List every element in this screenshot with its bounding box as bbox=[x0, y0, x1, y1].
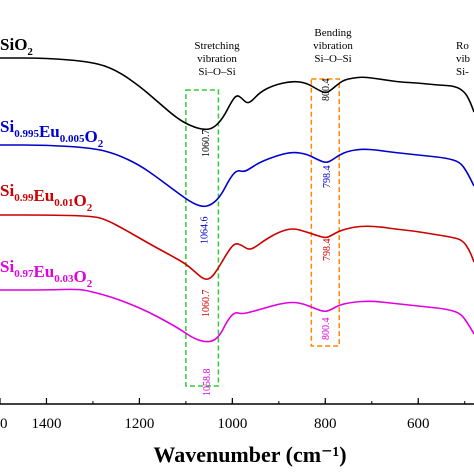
region-box-1 bbox=[310, 78, 340, 347]
series-line-2 bbox=[0, 214, 474, 280]
x-tick-label-0: 0 bbox=[0, 416, 8, 432]
region-boxes bbox=[185, 78, 340, 387]
x-tick-label-4: 800 bbox=[314, 416, 337, 432]
spectra-lines bbox=[0, 57, 474, 343]
region-label-1-line-0: Bending bbox=[314, 27, 352, 39]
peak-label-2: 1064.6 bbox=[199, 217, 210, 245]
peak-label-6: 1058.8 bbox=[202, 369, 213, 397]
region-label-0-line-1: vibration bbox=[197, 53, 237, 65]
region-label-1-line-2: Si–O–Si bbox=[314, 53, 351, 65]
region-label-2-line-2: Si- bbox=[456, 66, 469, 78]
peak-label-0: 1060.7 bbox=[201, 130, 212, 158]
series-line-1 bbox=[0, 144, 474, 208]
peak-label-1: 800.4 bbox=[321, 79, 332, 102]
series-label-0: SiO2 bbox=[0, 35, 33, 58]
series-line-0 bbox=[0, 57, 474, 131]
region-label-1-line-1: vibration bbox=[313, 40, 353, 52]
series-line-3 bbox=[0, 288, 474, 343]
series-label-3: Si0.97Eu0.03O2 bbox=[0, 257, 93, 290]
text-labels: SiO2 Si0.995Eu0.005O2 Si0.99Eu0.01O2 Si0.97… bbox=[0, 27, 471, 396]
x-axis: 0 1400 1200 1000 800 600 Wavenumber (cm⁻¹) bbox=[0, 398, 474, 467]
peak-label-7: 800.4 bbox=[321, 318, 332, 341]
x-axis-title: Wavenumber (cm⁻¹) bbox=[153, 442, 346, 467]
series-label-1: Si0.995Eu0.005O2 bbox=[0, 117, 104, 150]
x-tick-label-1: 1400 bbox=[31, 416, 61, 432]
peak-label-3: 798.4 bbox=[322, 166, 333, 189]
region-label-0-line-0: Stretching bbox=[194, 40, 240, 52]
x-tick-label-2: 1200 bbox=[124, 416, 154, 432]
peak-label-5: 798.4 bbox=[322, 239, 333, 262]
region-label-2-line-0: Ro bbox=[456, 40, 469, 52]
peak-label-4: 1060.7 bbox=[201, 290, 212, 318]
region-label-0-line-2: Si–O–Si bbox=[198, 66, 235, 78]
x-tick-label-3: 1000 bbox=[217, 416, 247, 432]
region-label-2-line-1: vib bbox=[456, 53, 471, 65]
region-box-0 bbox=[185, 89, 220, 387]
x-tick-label-5: 600 bbox=[407, 416, 430, 432]
series-label-2: Si0.99Eu0.01O2 bbox=[0, 181, 93, 214]
